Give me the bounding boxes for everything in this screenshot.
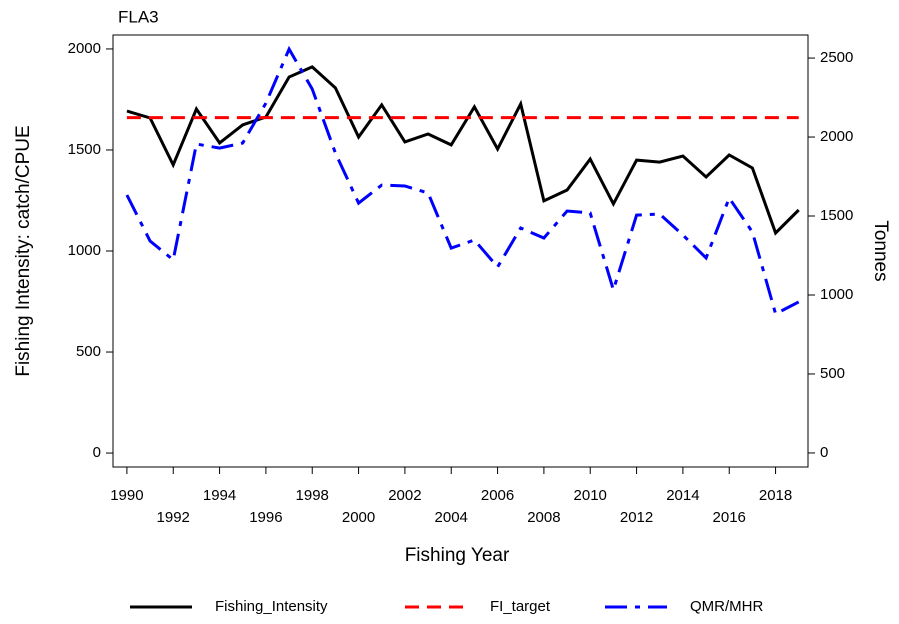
y2-tick-label: 0 [820,444,828,461]
x-tick-label: 1996 [249,509,282,526]
series-line [126,65,800,236]
x-axis-label: Fishing Year [405,545,510,566]
x-tick-label: 2014 [666,487,699,504]
legend-label: FI_target [490,598,551,615]
y2-tick-label: 500 [820,365,845,382]
x-tick-label: 2008 [527,509,560,526]
y-tick-label: 1500 [68,141,101,158]
chart-title: FLA3 [118,7,159,26]
x-tick-label: 2002 [388,487,421,504]
x-tick-label: 2010 [574,487,607,504]
legend-label: QMR/MHR [690,598,763,615]
y2-tick-label: 1000 [820,286,853,303]
y-tick-label: 1000 [68,242,101,259]
series-line [125,45,800,317]
y2-tick-label: 2000 [820,128,853,145]
y-tick-label: 0 [93,444,101,461]
plot-frame [112,34,809,468]
x-tick-label: 2004 [435,509,468,526]
y2-tick-label: 1500 [820,207,853,224]
x-tick-label: 1998 [296,487,329,504]
x-tick-label: 2000 [342,509,375,526]
y-tick-label: 2000 [68,40,101,57]
x-tick-label: 2012 [620,509,653,526]
x-tick-label: 1994 [203,487,236,504]
x-tick-label: 1990 [110,487,143,504]
y-axis-label: Fishing Intensity: catch/CPUE [13,125,34,376]
x-tick-label: 1992 [157,509,190,526]
y2-axis-label: Tonnes [870,220,891,281]
x-tick-label: 2006 [481,487,514,504]
y-tick-label: 500 [76,343,101,360]
legend-label: Fishing_Intensity [215,598,328,615]
x-tick-label: 2016 [713,509,746,526]
y2-tick-label: 2500 [820,49,853,66]
x-tick-label: 2018 [759,487,792,504]
